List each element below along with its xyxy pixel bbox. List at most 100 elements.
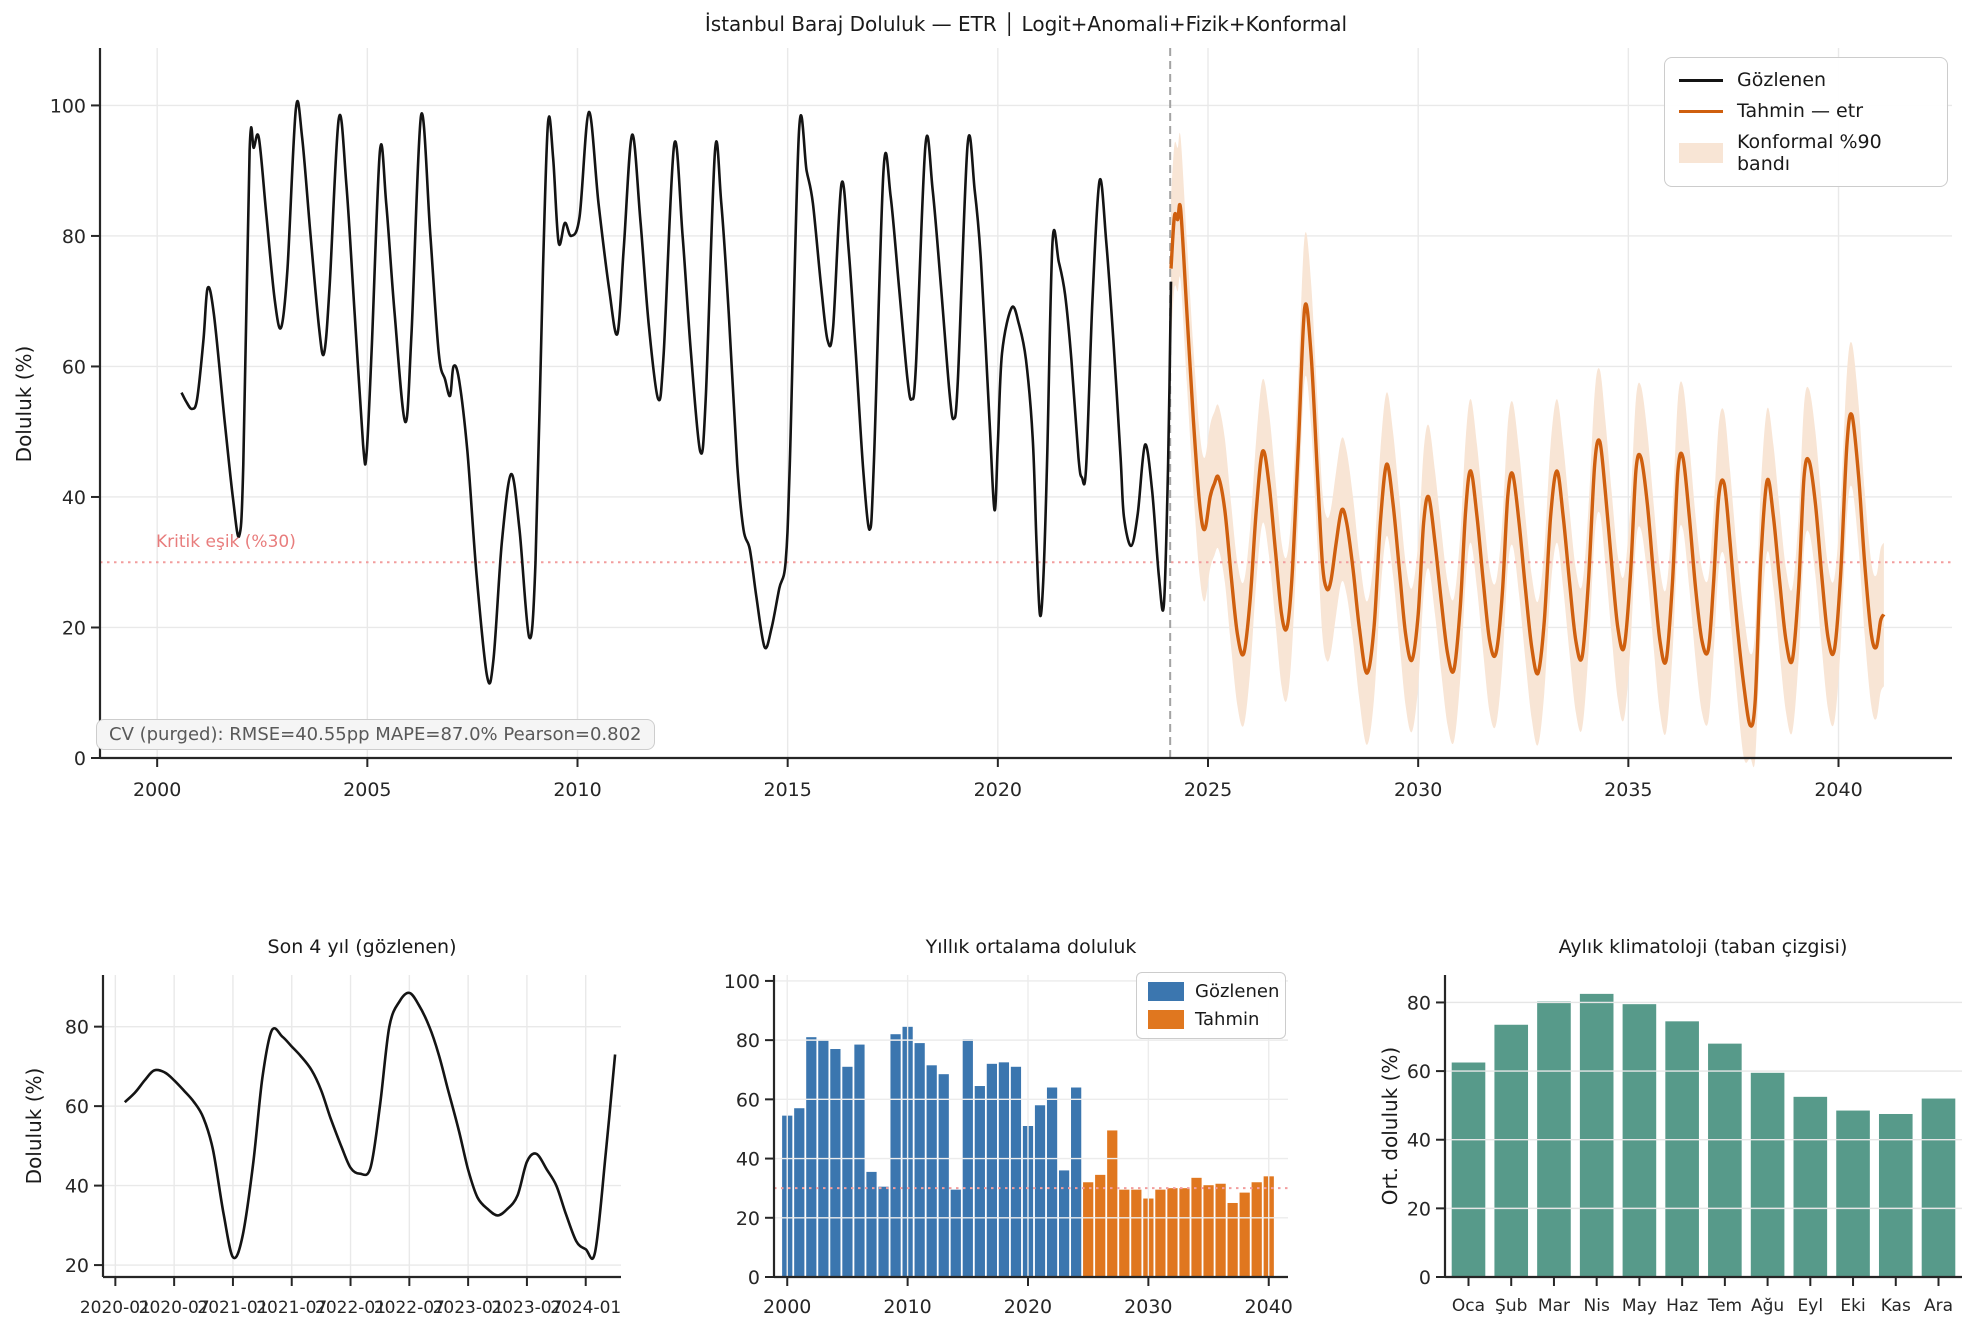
y-tick-label: 40 bbox=[1407, 1130, 1431, 1152]
bar-month bbox=[1665, 1021, 1699, 1277]
bar-observed bbox=[926, 1065, 937, 1277]
main-chart-title: İstanbul Baraj Doluluk — ETR │ Logit+Ano… bbox=[704, 12, 1348, 36]
bar-forecast bbox=[1239, 1192, 1250, 1277]
climatology-chart: 0 20 40 60 80 Oca Şub Mar Nis May Haz Tem Ağu Eyl Eki K… bbox=[1407, 975, 1962, 1316]
x-tick-label: May bbox=[1622, 1296, 1657, 1316]
legend-line-swatch bbox=[1679, 109, 1723, 113]
legend-patch-swatch bbox=[1148, 1010, 1184, 1029]
x-tick-label: 2015 bbox=[763, 779, 811, 801]
bar-forecast bbox=[1179, 1188, 1190, 1277]
legend-label: Gözlenen bbox=[1737, 69, 1827, 91]
x-tick-label: 2020-07 bbox=[139, 1298, 210, 1318]
x-tick-label: 2000 bbox=[133, 779, 181, 801]
y-tick-label: 100 bbox=[724, 971, 760, 993]
x-tick-label: 2021-07 bbox=[256, 1298, 327, 1318]
x-tick-label: Eyl bbox=[1798, 1296, 1824, 1316]
annual-chart-title: Yıllık ortalama doluluk bbox=[925, 936, 1137, 958]
bar-month bbox=[1708, 1043, 1742, 1277]
x-tick-label: 2000 bbox=[763, 1296, 811, 1318]
bar-forecast bbox=[1203, 1185, 1214, 1277]
bar-month bbox=[1793, 1096, 1828, 1277]
x-tick-label: 2025 bbox=[1184, 779, 1232, 801]
forecast-line bbox=[1169, 202, 1886, 728]
x-tick-label: 2020-01 bbox=[80, 1298, 151, 1318]
y-tick-label: 80 bbox=[62, 226, 86, 248]
bar-forecast bbox=[1191, 1177, 1202, 1277]
x-tick-label: 2024-01 bbox=[550, 1298, 621, 1318]
bar-observed bbox=[878, 1186, 889, 1277]
bar-month bbox=[1494, 1024, 1529, 1277]
bar-observed bbox=[842, 1066, 853, 1277]
y-tick-label: 60 bbox=[1407, 1061, 1431, 1083]
bar-observed bbox=[866, 1171, 877, 1277]
legend-line-swatch bbox=[1679, 78, 1723, 82]
x-tick-label: 2020 bbox=[974, 779, 1022, 801]
x-tick-label: Mar bbox=[1538, 1296, 1570, 1316]
y-tick-label: 40 bbox=[62, 487, 86, 509]
legend-patch-swatch bbox=[1679, 143, 1723, 163]
legend-item: Tahmin bbox=[1148, 1009, 1274, 1030]
y-tick-label: 20 bbox=[62, 617, 86, 639]
x-tick-label: Oca bbox=[1452, 1296, 1485, 1316]
x-tick-label: Ara bbox=[1924, 1296, 1953, 1316]
threshold-label: Kritik eşik (%30) bbox=[156, 532, 296, 552]
bar-month bbox=[1836, 1110, 1870, 1277]
bar-forecast bbox=[1251, 1182, 1262, 1277]
x-tick-label: 2022-01 bbox=[315, 1298, 386, 1318]
y-tick-label: 40 bbox=[65, 1176, 89, 1198]
bar-observed bbox=[950, 1189, 961, 1277]
climatology-chart-title: Aylık klimatoloji (taban çizgisi) bbox=[1558, 936, 1848, 958]
y-tick-label: 60 bbox=[62, 356, 86, 378]
x-tick-label: Kas bbox=[1881, 1296, 1911, 1316]
legend-item: Gözlenen bbox=[1148, 981, 1279, 1002]
bar-month bbox=[1579, 993, 1614, 1277]
x-tick-label: 2030 bbox=[1124, 1296, 1172, 1318]
bar-observed bbox=[1010, 1066, 1022, 1277]
x-tick-label: 2040 bbox=[1245, 1296, 1293, 1318]
legend-item: Konformal %90 bandı bbox=[1679, 131, 1933, 175]
x-tick-label: Haz bbox=[1666, 1296, 1698, 1316]
x-tick-label: 2030 bbox=[1394, 779, 1442, 801]
x-tick-label: 2020 bbox=[1004, 1296, 1052, 1318]
bar-observed bbox=[806, 1037, 817, 1277]
recent-chart-title: Son 4 yıl (gözlenen) bbox=[267, 936, 457, 958]
bar-forecast bbox=[1227, 1202, 1238, 1277]
bar-forecast bbox=[1155, 1189, 1166, 1277]
bar-observed bbox=[998, 1062, 1010, 1277]
x-tick-label: 2023-01 bbox=[433, 1298, 504, 1318]
y-tick-label: 100 bbox=[50, 95, 86, 117]
bar-month bbox=[1921, 1098, 1956, 1277]
bar-observed bbox=[1046, 1087, 1058, 1277]
bar-observed bbox=[830, 1049, 841, 1277]
bar-month bbox=[1622, 1004, 1657, 1277]
x-tick-label: Ağu bbox=[1751, 1296, 1784, 1316]
y-tick-label: 20 bbox=[1407, 1198, 1431, 1220]
y-tick-label: 0 bbox=[74, 748, 86, 770]
x-tick-label: 2040 bbox=[1814, 779, 1862, 801]
recent-y-axis-label: Doluluk (%) bbox=[22, 1067, 46, 1185]
x-tick-label: Nis bbox=[1584, 1296, 1610, 1316]
y-tick-label: 0 bbox=[748, 1267, 760, 1289]
x-tick-label: 2023-07 bbox=[491, 1298, 562, 1318]
bar-observed bbox=[1071, 1087, 1082, 1277]
bar-observed bbox=[974, 1086, 985, 1277]
bar-forecast bbox=[1119, 1189, 1130, 1277]
x-tick-label: 2010 bbox=[553, 779, 601, 801]
main-legend: Gözlenen Tahmin — etr Konformal %90 bandı bbox=[1664, 57, 1948, 187]
y-tick-label: 80 bbox=[1407, 992, 1431, 1014]
bar-observed bbox=[986, 1063, 997, 1277]
x-tick-label: Şub bbox=[1495, 1296, 1527, 1316]
x-tick-label: 2010 bbox=[883, 1296, 931, 1318]
bar-forecast bbox=[1131, 1189, 1142, 1277]
legend-item: Gözlenen bbox=[1679, 69, 1933, 91]
legend-label: Gözlenen bbox=[1195, 981, 1280, 1002]
annual-legend: Gözlenen Tahmin bbox=[1136, 972, 1286, 1039]
recent-observed-line bbox=[123, 991, 617, 1260]
legend-label: Konformal %90 bandı bbox=[1737, 131, 1882, 175]
x-tick-label: 2005 bbox=[343, 779, 391, 801]
bar-observed bbox=[1058, 1170, 1070, 1277]
bar-forecast bbox=[1095, 1174, 1106, 1277]
